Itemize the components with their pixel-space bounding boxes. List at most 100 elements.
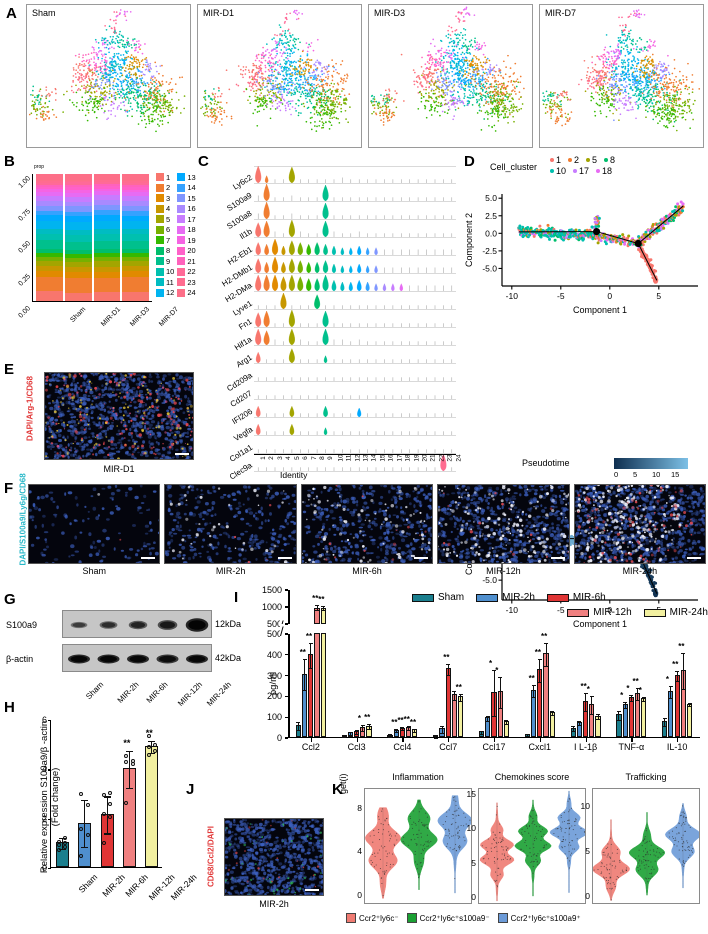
- y-tick-mark: [284, 654, 288, 656]
- legend-item-mir-6h[interactable]: MIR-6h: [546, 592, 606, 603]
- y-tick-mark: [48, 720, 51, 722]
- legend-item-cluster-12[interactable]: 12: [156, 288, 174, 299]
- legend-item-5[interactable]: 5: [586, 155, 597, 165]
- legend-item-cluster-14[interactable]: 14: [177, 183, 196, 194]
- legend-item-cluster-5[interactable]: 5: [156, 214, 174, 225]
- data-point: [124, 759, 129, 764]
- legend-item-cluster-10[interactable]: 10: [156, 267, 174, 278]
- legend-item-cluster-23[interactable]: 23: [177, 277, 196, 288]
- legend-item-cluster-20[interactable]: 20: [177, 246, 196, 257]
- violin-row-vegfa: Vegfa: [232, 418, 456, 443]
- panel-k-legend-item-0[interactable]: Ccr2⁺ly6c⁻: [346, 913, 399, 923]
- bar-segment: [36, 215, 63, 222]
- legend-swatch: [177, 246, 186, 255]
- legend-item-1[interactable]: 1: [550, 155, 561, 165]
- x-tick-mark: [402, 738, 404, 742]
- legend-item-cluster-11[interactable]: 11: [156, 277, 174, 288]
- error-cap: [400, 730, 405, 732]
- panel-k-legend-item-2[interactable]: Ccr2⁺ly6c⁺s100a9⁺: [497, 913, 581, 923]
- colorbar-tick: 10: [652, 470, 661, 479]
- bar-segment: [64, 206, 92, 212]
- identity-tick: 23: [446, 454, 454, 462]
- error-bar: [597, 714, 599, 719]
- data-point: [108, 790, 113, 795]
- legend-item-cluster-2[interactable]: 2: [156, 183, 174, 194]
- legend-item-cluster-4[interactable]: 4: [156, 204, 174, 215]
- bar-segment: [36, 252, 63, 257]
- error-cap: [668, 685, 673, 687]
- data-point: [146, 734, 151, 739]
- gene-label: Ly6c2: [231, 172, 254, 192]
- legend-label: 22: [187, 267, 196, 276]
- legend-dot: [596, 168, 601, 173]
- colorbar-tick: 15: [671, 470, 680, 479]
- legend-label: Ccr2⁺ly6c⁺s100a9⁻: [419, 913, 490, 923]
- data-point: [63, 845, 68, 850]
- panel-f-caption: MIR-2h: [215, 566, 246, 576]
- legend-item-cluster-3[interactable]: 3: [156, 193, 174, 204]
- error-bar: [618, 710, 620, 720]
- legend-item-18[interactable]: 18: [596, 166, 612, 176]
- bar-segment: [36, 186, 63, 190]
- error-cap: [360, 730, 365, 732]
- violin-row-col1a1: Col1a1: [228, 436, 456, 463]
- legend-item-cluster-1[interactable]: 1: [156, 172, 174, 183]
- y-tick-label: 0: [41, 863, 47, 873]
- bar-segment: [122, 215, 149, 222]
- y-tick-mark: [284, 695, 288, 698]
- pseudotime-colorbar: [614, 458, 688, 469]
- bar-segment: [93, 228, 121, 235]
- bar-segment: [64, 202, 92, 207]
- panel-b-stacked-bar: prop 1.00 0.75 0.50 0.25 0.00 Sham MIR-D1 MIR-…: [4, 152, 209, 332]
- error-cap: [623, 708, 628, 710]
- legend-item-cluster-16[interactable]: 16: [177, 204, 196, 215]
- legend-item-mir-12h[interactable]: MIR-12h: [567, 607, 632, 618]
- legend-item-cluster-17[interactable]: 17: [177, 214, 196, 225]
- legend-dot: [604, 157, 609, 162]
- error-bar: [395, 729, 397, 733]
- bar-TNF-α-MIR-2h: [622, 704, 628, 737]
- blot-lane-label: Sham: [84, 680, 106, 702]
- legend-item-cluster-24[interactable]: 24: [177, 288, 196, 299]
- legend-label: 15: [187, 193, 196, 203]
- panel-k-subplot-inflammation: [364, 788, 472, 904]
- legend-item-mir-24h[interactable]: MIR-24h: [643, 607, 708, 618]
- legend-column: 1 2 3 4 5 6 7 8 9 10 11 12: [156, 172, 174, 298]
- umap-panel-mir-d3: MIR-D3: [368, 4, 533, 148]
- legend-item-cluster-18[interactable]: 18: [177, 225, 196, 236]
- legend-item-8[interactable]: 8: [604, 155, 615, 165]
- legend-item-cluster-8[interactable]: 8: [156, 246, 174, 257]
- legend-label: 19: [187, 235, 196, 245]
- panel-i-plot-lower: [288, 633, 700, 739]
- bar-segment: [122, 249, 149, 253]
- legend-item-cluster-21[interactable]: 21: [177, 256, 196, 267]
- legend-item-17[interactable]: 17: [573, 166, 589, 176]
- legend-item-cluster-13[interactable]: 13: [177, 172, 196, 183]
- legend-swatch: [177, 225, 186, 234]
- blot-band-row-s100a9: [62, 610, 212, 638]
- panel-d-cluster-plot: 5.0 2.5 0.0 -2.5 -5.0 -10 -5 0 5 Component 1 Compo…: [462, 155, 706, 318]
- error-bar: [362, 725, 364, 731]
- error-cap: [302, 658, 307, 660]
- legend-item-cluster-19[interactable]: 19: [177, 235, 196, 246]
- legend-swatch: [156, 278, 164, 287]
- error-cap: [492, 716, 496, 718]
- panel-h-barchart: Relative expression S100a9/β -actin (Fold…: [4, 700, 199, 930]
- error-bar: [526, 733, 528, 736]
- legend-swatch: [497, 913, 508, 923]
- legend-item-cluster-7[interactable]: 7: [156, 235, 174, 246]
- legend-item-cluster-6[interactable]: 6: [156, 225, 174, 236]
- legend-item-sham[interactable]: Sham: [412, 592, 464, 603]
- significance-marker: **: [299, 647, 306, 657]
- legend-item-mir-2h[interactable]: MIR-2h: [476, 592, 535, 603]
- legend-item-cluster-9[interactable]: 9: [156, 256, 174, 267]
- data-point: [146, 745, 151, 750]
- legend-item-cluster-15[interactable]: 15: [177, 193, 196, 204]
- panel-k-legend-item-1[interactable]: Ccr2⁺ly6c⁺s100a9⁻: [406, 913, 490, 923]
- legend-item-2[interactable]: 2: [568, 155, 579, 165]
- bar-TNF-α-MIR-24h: [641, 697, 647, 737]
- identity-tick: 12: [354, 454, 362, 462]
- colorbar-tick: 0: [614, 470, 619, 479]
- legend-item-10[interactable]: 10: [550, 166, 566, 176]
- legend-item-cluster-22[interactable]: 22: [177, 267, 196, 278]
